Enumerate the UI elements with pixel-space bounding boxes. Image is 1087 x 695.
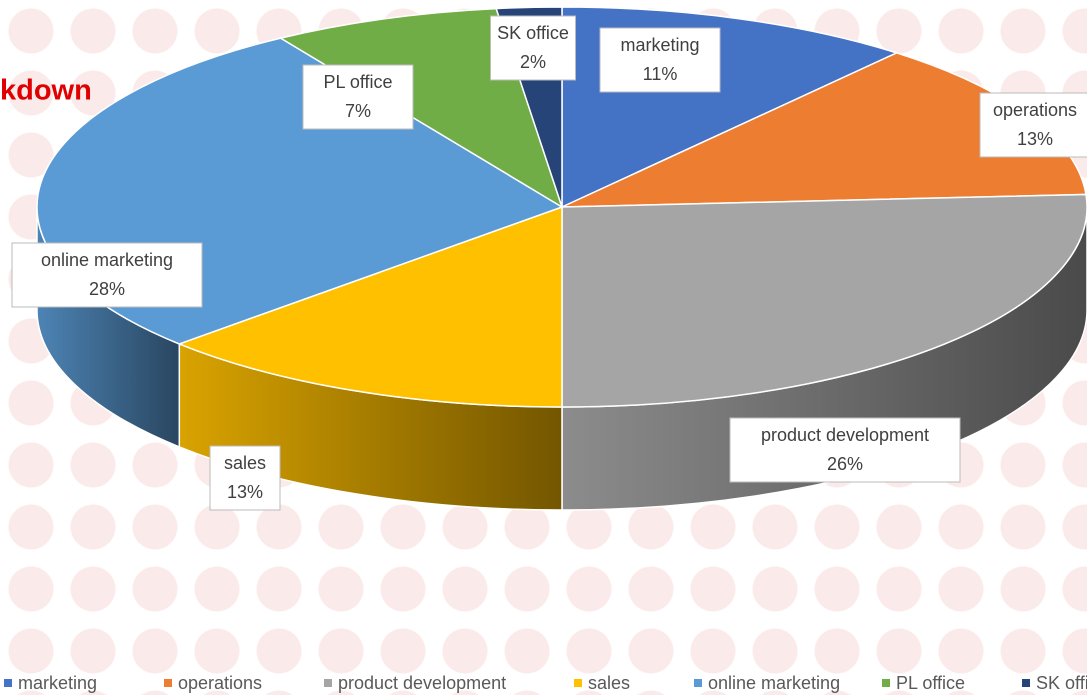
legend-label: operations [178, 673, 262, 693]
data-label-box [729, 417, 961, 483]
data-label-value: 13% [227, 482, 263, 502]
slice [561, 193, 1087, 408]
slice [177, 205, 563, 408]
data-label-name: sales [224, 453, 266, 473]
chart-title: kdown [0, 75, 92, 107]
data-label-box [11, 242, 203, 308]
data-label-box [979, 92, 1087, 158]
data-label-box [599, 27, 721, 93]
data-label-box [209, 445, 281, 511]
data-label-value: 2% [520, 52, 546, 72]
legend-label: PL office [896, 673, 965, 693]
data-label-name: marketing [620, 35, 699, 55]
legend-label: SK office [1036, 673, 1087, 693]
legend-marker [694, 679, 702, 687]
data-label-box [490, 15, 576, 81]
data-label-name: PL office [323, 72, 392, 92]
legend-marker [4, 679, 12, 687]
data-label-value: 7% [345, 101, 371, 121]
legend-marker [574, 679, 582, 687]
data-label-name: online marketing [41, 250, 173, 270]
data-label-name: product development [761, 425, 929, 445]
legend-marker [882, 679, 890, 687]
data-label-value: 13% [1017, 129, 1053, 149]
legend-marker [164, 679, 172, 687]
data-label-box [302, 64, 414, 130]
legend-label: marketing [18, 673, 97, 693]
legend-label: product development [338, 673, 506, 693]
legend-label: online marketing [708, 673, 840, 693]
legend-label: sales [588, 673, 630, 693]
data-label-value: 28% [89, 279, 125, 299]
legend-marker [324, 679, 332, 687]
data-label-name: operations [993, 100, 1077, 120]
data-label-name: SK office [497, 23, 569, 43]
data-label-value: 11% [643, 64, 678, 84]
data-label-value: 26% [827, 454, 863, 474]
legend-marker [1022, 679, 1030, 687]
